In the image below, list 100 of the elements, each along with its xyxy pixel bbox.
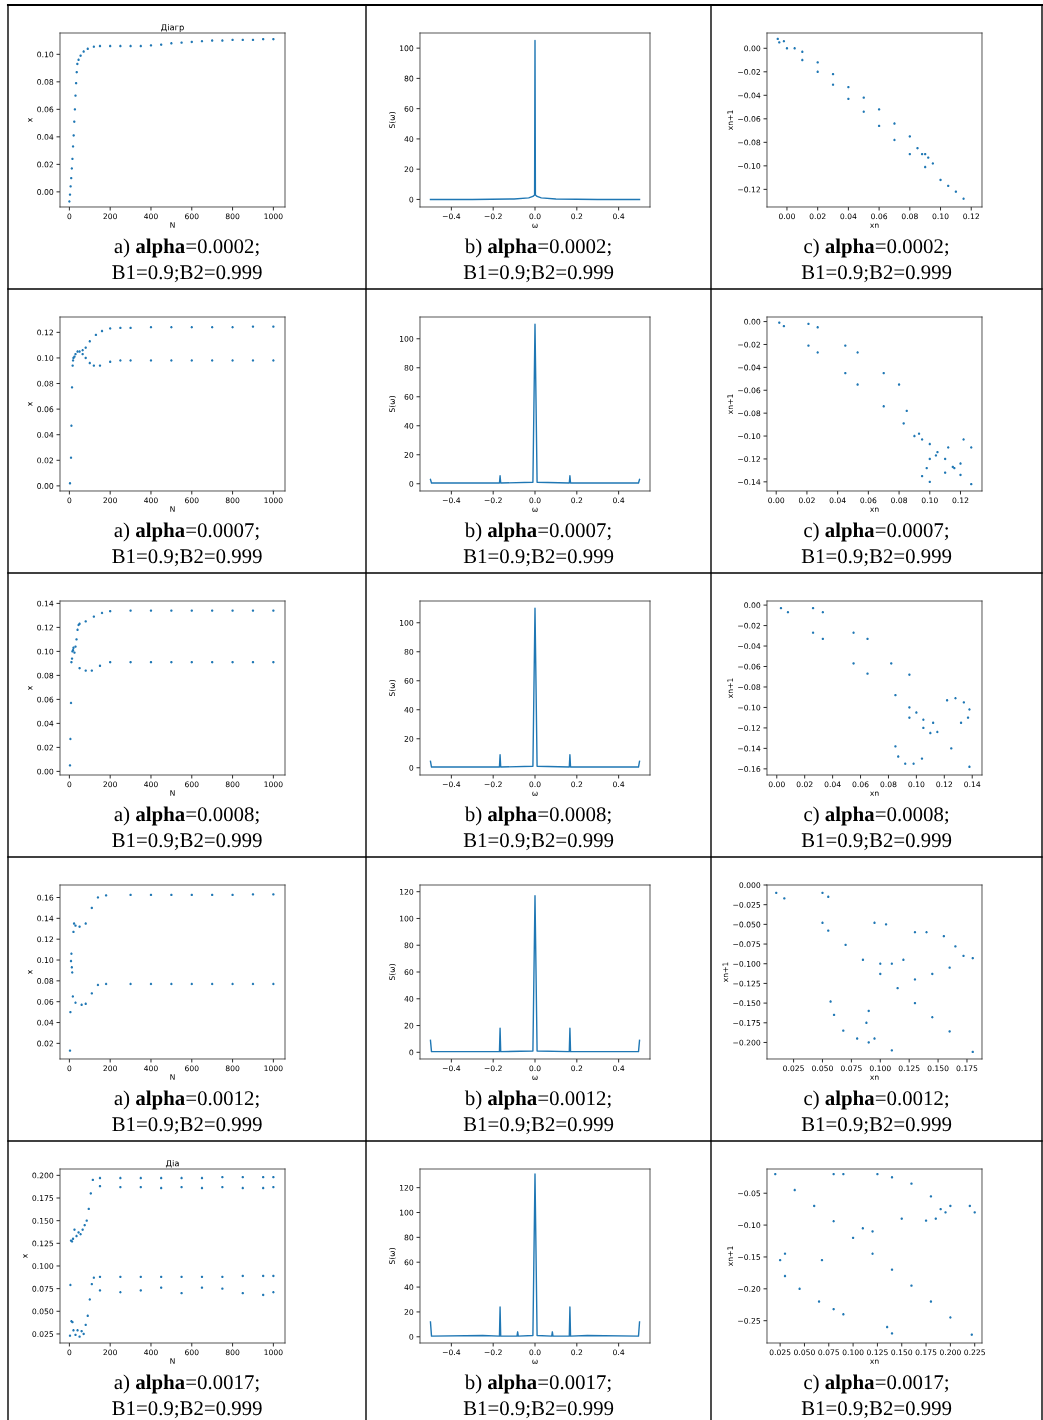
point (793, 47, 796, 50)
text: B1=0.9;B2=0.999 (112, 1117, 262, 1135)
point (939, 1207, 942, 1211)
text: B1=0.9;B2=0.999 (463, 1117, 614, 1135)
point (78, 925, 81, 928)
point (856, 351, 859, 354)
chart-title: Діагр (161, 23, 184, 32)
point (862, 96, 865, 99)
point (170, 661, 173, 664)
point (910, 1182, 913, 1185)
line-series (429, 895, 641, 1053)
point (944, 1211, 947, 1214)
text: c) alpha=0.0007; (804, 522, 948, 542)
point (798, 1287, 801, 1291)
point (272, 609, 275, 612)
point (170, 359, 173, 362)
point (832, 1308, 835, 1311)
point (72, 930, 75, 934)
line-series (429, 39, 641, 201)
point (920, 757, 924, 760)
point (827, 929, 830, 932)
point (70, 661, 73, 664)
point (866, 672, 869, 675)
point (251, 325, 255, 328)
point (72, 134, 75, 137)
point (897, 383, 901, 386)
line-series (429, 323, 641, 484)
point (910, 1284, 913, 1287)
point (832, 1220, 835, 1223)
line-series (429, 607, 641, 768)
point (922, 718, 925, 721)
point (896, 986, 899, 990)
point (231, 982, 234, 986)
point (915, 711, 918, 714)
point (70, 952, 73, 955)
text: a) alpha=0.0002; (114, 238, 259, 258)
point (170, 609, 173, 612)
point (69, 1010, 72, 1014)
point (190, 609, 193, 612)
line-series (429, 1173, 641, 1337)
point (149, 609, 153, 612)
point (807, 322, 810, 326)
point (871, 1230, 874, 1233)
point (959, 462, 962, 465)
point (251, 609, 255, 612)
point (74, 94, 77, 97)
point (855, 1037, 859, 1040)
point (210, 609, 214, 612)
point (231, 326, 234, 329)
point (170, 42, 173, 45)
point (251, 359, 255, 362)
point (129, 893, 132, 897)
point (170, 326, 173, 329)
text: c) alpha=0.0017; (804, 1374, 948, 1394)
text: B1=0.9;B2=0.999 (463, 549, 614, 567)
text: c) alpha=0.0008; (804, 806, 949, 826)
text: b) alpha=0.0007; (464, 522, 611, 542)
point (817, 1300, 821, 1303)
text: B1=0.9;B2=0.999 (463, 1401, 614, 1419)
text: B1=0.9;B2=0.999 (801, 265, 952, 283)
point (948, 1030, 951, 1033)
point (71, 364, 74, 367)
point (210, 39, 214, 42)
text: c) alpha=0.0012; (804, 1090, 949, 1110)
point (71, 145, 75, 148)
point (893, 122, 896, 125)
point (842, 1313, 845, 1316)
point (890, 1332, 894, 1335)
point (231, 38, 234, 42)
point (231, 359, 234, 362)
point (902, 422, 905, 425)
point (98, 364, 102, 367)
point (92, 364, 96, 367)
point (954, 945, 957, 948)
point (129, 359, 132, 362)
point (927, 156, 930, 159)
point (80, 1003, 83, 1007)
point (959, 473, 962, 477)
text: b) alpha=0.0002; (464, 238, 611, 258)
point (231, 661, 234, 664)
point (968, 765, 971, 769)
text: B1=0.9;B2=0.999 (112, 549, 262, 567)
point (865, 1021, 868, 1024)
text: B1=0.9;B2=0.999 (112, 265, 262, 283)
point (890, 662, 893, 665)
point (221, 39, 224, 42)
point (908, 716, 911, 719)
text: a) alpha=0.0008; (114, 806, 259, 826)
text: B1=0.9;B2=0.999 (801, 833, 952, 851)
point (908, 706, 911, 709)
point (71, 157, 74, 161)
point (829, 1000, 832, 1003)
text: b) alpha=0.0012; (464, 1090, 611, 1110)
point (149, 359, 153, 362)
point (68, 200, 71, 203)
point (948, 966, 951, 969)
point (75, 638, 78, 641)
point (929, 1195, 933, 1198)
point (950, 747, 953, 750)
text: b) alpha=0.0008; (464, 806, 611, 826)
